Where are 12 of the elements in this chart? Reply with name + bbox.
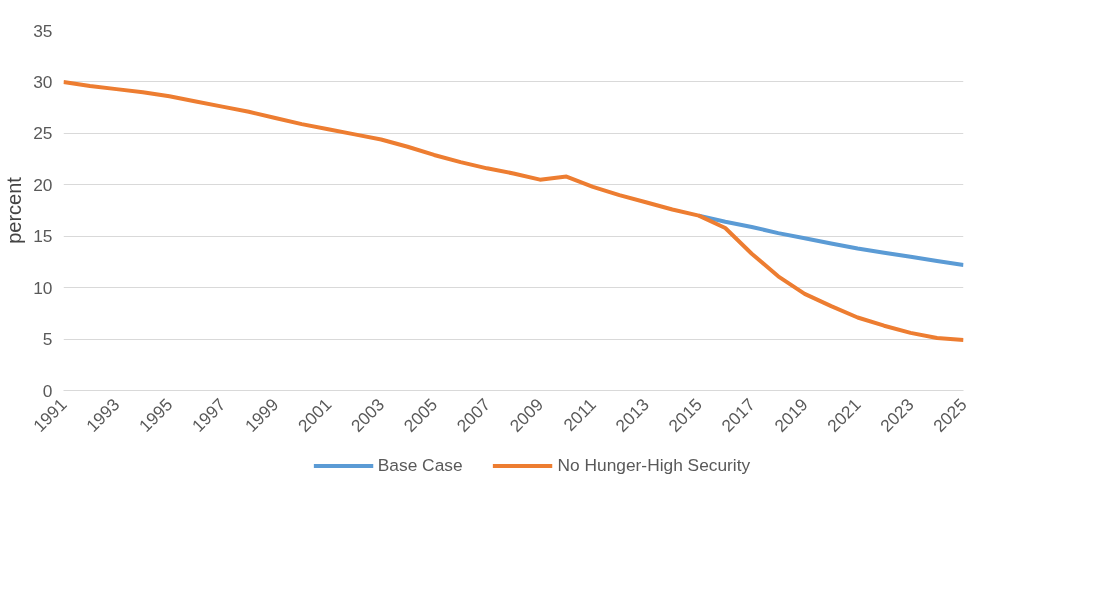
y-tick-label: 35 [33, 20, 53, 41]
line-series [63, 79, 964, 343]
y-tick-label: 15 [33, 226, 53, 247]
y-axis-title: percent [3, 176, 26, 244]
y-tick-label: 20 [33, 174, 53, 195]
y-tick-label: 30 [33, 71, 53, 92]
y-tick-label: 5 [42, 329, 53, 350]
legend-label: Base Case [377, 454, 463, 476]
y-tick-label: 25 [33, 123, 53, 144]
y-tick-label: 10 [33, 277, 53, 298]
legend-label: No Hunger-High Security [557, 454, 751, 476]
y-tick-label: 0 [42, 380, 53, 401]
